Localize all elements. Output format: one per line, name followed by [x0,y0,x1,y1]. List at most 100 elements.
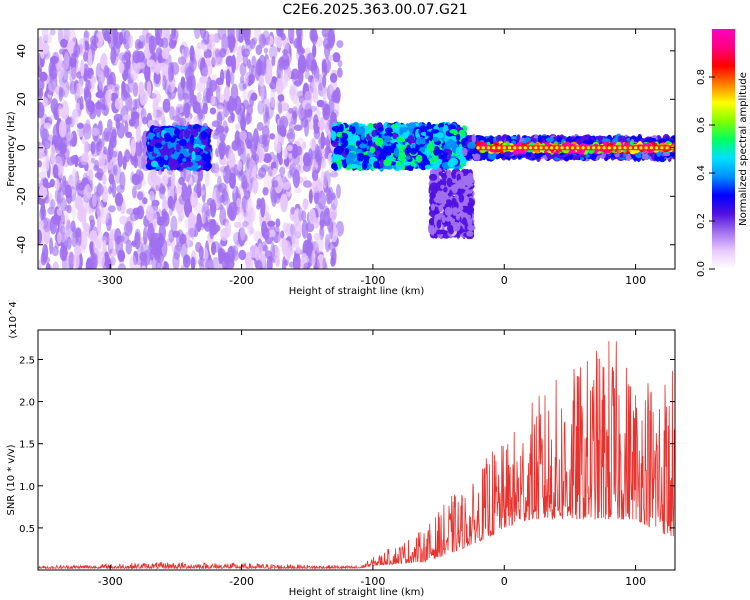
spectral-cell [112,150,118,158]
spectral-cell [315,149,323,166]
spectral-cell [317,120,325,128]
spectral-cell [152,178,161,192]
spectral-cell [331,162,338,170]
spectral-cell [230,112,235,122]
spectral-cell [371,129,377,138]
spectral-cell [85,79,92,91]
spectral-cell [56,231,62,244]
spectral-cell [215,77,224,86]
spectral-cell [108,162,113,171]
spectral-cell [38,150,45,160]
spectral-cell [183,197,193,218]
spectral-cell [211,241,217,256]
spectral-cell [70,220,76,233]
spectral-cell [38,229,43,246]
spectral-cell [249,227,255,235]
spectral-cell [419,138,426,145]
spectral-cell [38,64,41,78]
spectral-cell [254,246,260,261]
spectral-cell [154,29,162,42]
spectral-cell [204,128,213,133]
spectral-cell [221,35,229,53]
spectral-cell [238,35,244,43]
spectral-cell [103,104,109,116]
spectral-cell [161,140,166,146]
spectral-cell [69,80,77,95]
spectral-cell [220,228,229,242]
spectral-cell [337,59,343,68]
spectral-cell [258,167,267,178]
spectral-cell [302,141,307,150]
spectral-cell [71,168,78,188]
spectral-cell [101,130,107,141]
spectral-cell [56,190,62,210]
spectral-cell [233,232,242,245]
spectral-cell [80,59,85,77]
spectral-cell [313,232,320,241]
spectral-cell [46,33,52,44]
spectral-cell [261,241,267,252]
spectral-cell [291,143,299,159]
spectral-cell [196,81,206,93]
spectral-cell [313,217,320,229]
spectral-cell [134,228,141,244]
spectral-cell [71,114,77,126]
spectral-cell [182,157,187,163]
spectral-cell [409,147,418,155]
spectral-cell [212,132,221,140]
spectral-cell [149,132,154,140]
spectral-cell [287,170,292,179]
spectral-cell [47,206,56,215]
spectral-cell [38,102,45,119]
spectral-cell [264,65,273,85]
spectral-cell [43,224,51,245]
spectral-cell [184,219,189,229]
spectral-cell [42,217,51,233]
spectral-cell [326,217,334,233]
spectral-cell [62,147,70,160]
spectral-cell [92,194,97,207]
spectral-cell [303,83,313,101]
spectral-cell [59,225,66,235]
spectral-cell [351,126,356,135]
spectral-cell [210,95,216,106]
spectral-cell [242,174,248,193]
spectral-cell [42,139,51,150]
spectral-cell [204,170,210,187]
spectral-cell [226,205,235,220]
spectral-cell [177,56,187,65]
spectral-cell [289,245,294,256]
spectral-cell [77,183,85,191]
spectral-cell [347,152,356,161]
spectral-cell [330,192,336,200]
spectral-cell [216,111,223,128]
spectral-cell [58,120,67,138]
spectral-cell [48,74,55,84]
spectral-cell [336,40,344,49]
spectral-cell [467,141,477,149]
spectral-cell [66,204,72,214]
spectral-cell [201,62,208,78]
spectral-cell [280,126,287,138]
spectral-cell [103,65,110,78]
spectral-cell [392,132,398,140]
spectral-cell [122,69,128,80]
spectral-cell [83,140,89,157]
spectral-cell [260,197,266,218]
spectral-cell [183,46,190,59]
spectral-cell [169,162,175,171]
spectral-cell [399,137,405,143]
spectral-cell [129,254,137,269]
spectral-cell [219,48,227,58]
spectral-cell [45,262,51,269]
spectral-cell [293,124,303,131]
spectral-cell [70,63,77,80]
spectral-cell [134,98,141,110]
spectral-cell [83,67,88,82]
spectral-cell [257,100,265,115]
spectral-cell [271,55,276,67]
spectral-cell [328,54,334,62]
spectral-cell [63,29,71,41]
spectral-cell [50,144,56,165]
spectral-cell [127,76,134,93]
